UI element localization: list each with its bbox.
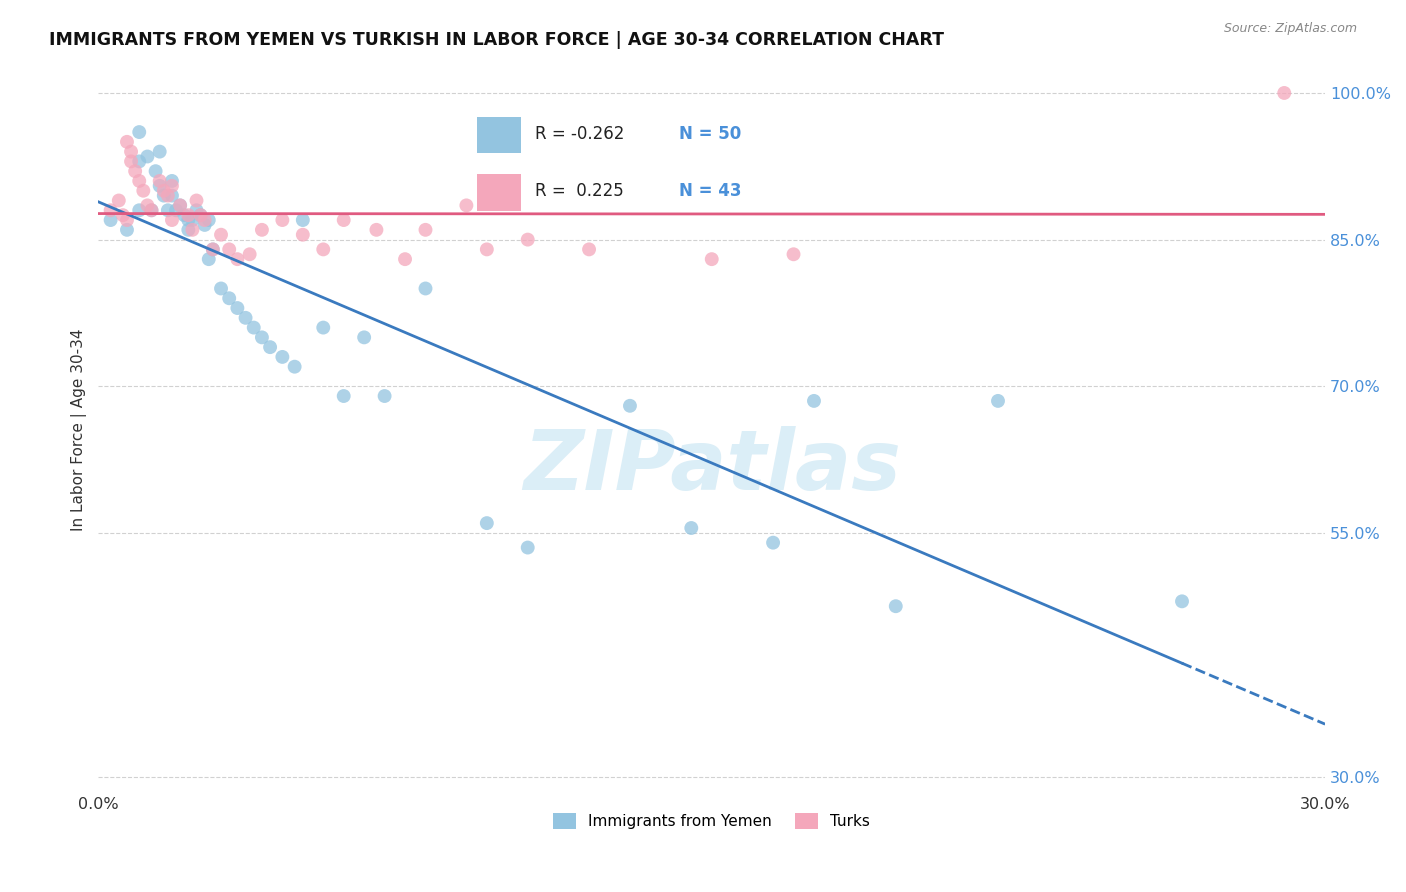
Point (271, 350, 294, 364)
Point (1171, 594, 1194, 608)
Point (115, 213, 138, 227)
Point (177, 223, 200, 237)
Point (165, 203, 187, 218)
Point (700, 252, 723, 267)
Point (152, 184, 174, 198)
Point (190, 208, 212, 222)
Point (201, 243, 224, 257)
Point (415, 281, 437, 295)
Point (209, 227, 232, 242)
Point (332, 213, 354, 227)
Point (169, 198, 191, 212)
Point (160, 178, 183, 193)
Point (160, 174, 183, 188)
Point (271, 213, 294, 227)
Point (291, 213, 314, 227)
Point (884, 599, 907, 614)
Point (475, 516, 498, 530)
Point (332, 389, 354, 403)
Point (100, 213, 122, 227)
Point (160, 188, 183, 202)
Point (141, 203, 163, 218)
Point (177, 213, 200, 227)
Point (128, 154, 150, 169)
Point (226, 252, 249, 267)
Point (394, 252, 416, 267)
Point (197, 252, 219, 267)
Point (197, 213, 219, 227)
Point (136, 198, 159, 212)
Point (111, 208, 134, 222)
Point (987, 393, 1010, 408)
Point (149, 178, 172, 193)
Legend: Immigrants from Yemen, Turks: Immigrants from Yemen, Turks (547, 806, 876, 835)
Point (226, 301, 249, 315)
Point (145, 164, 167, 178)
Y-axis label: In Labor Force | Age 30-34: In Labor Force | Age 30-34 (72, 329, 87, 532)
Point (120, 154, 142, 169)
Point (173, 208, 195, 222)
Point (132, 184, 155, 198)
Point (456, 198, 478, 212)
Point (239, 247, 262, 261)
Point (156, 188, 179, 202)
Point (803, 393, 825, 408)
Point (190, 208, 212, 222)
Point (128, 203, 150, 218)
Point (100, 203, 122, 218)
Point (681, 521, 703, 535)
Point (141, 203, 163, 218)
Point (353, 330, 375, 344)
Point (209, 281, 232, 295)
Point (186, 203, 208, 218)
Point (218, 243, 240, 257)
Point (136, 149, 159, 163)
Point (124, 164, 146, 178)
Point (149, 145, 172, 159)
Point (366, 223, 388, 237)
Point (128, 125, 150, 139)
Point (181, 223, 204, 237)
Point (782, 247, 804, 261)
Point (186, 194, 208, 208)
Point (128, 174, 150, 188)
Point (218, 291, 240, 305)
Point (250, 223, 273, 237)
Point (516, 541, 538, 555)
Point (169, 198, 191, 212)
Text: ZIPatlas: ZIPatlas (523, 425, 901, 507)
Point (235, 310, 257, 325)
Point (374, 389, 396, 403)
Point (194, 213, 217, 227)
Text: IMMIGRANTS FROM YEMEN VS TURKISH IN LABOR FORCE | AGE 30-34 CORRELATION CHART: IMMIGRANTS FROM YEMEN VS TURKISH IN LABO… (49, 31, 945, 49)
Point (201, 243, 224, 257)
Point (516, 233, 538, 247)
Point (115, 135, 138, 149)
Point (160, 213, 183, 227)
Point (120, 145, 142, 159)
Point (762, 535, 785, 549)
Point (242, 320, 264, 334)
Point (475, 243, 498, 257)
Point (291, 227, 314, 242)
Point (181, 213, 204, 227)
Point (1272, 86, 1295, 100)
Point (578, 243, 600, 257)
Point (284, 359, 307, 374)
Text: Source: ZipAtlas.com: Source: ZipAtlas.com (1223, 22, 1357, 36)
Point (312, 243, 335, 257)
Point (312, 320, 335, 334)
Point (177, 208, 200, 222)
Point (115, 223, 138, 237)
Point (259, 340, 281, 354)
Point (152, 188, 174, 202)
Point (619, 399, 641, 413)
Point (107, 194, 129, 208)
Point (156, 203, 179, 218)
Point (415, 223, 437, 237)
Point (149, 174, 172, 188)
Point (250, 330, 273, 344)
Point (194, 218, 217, 232)
